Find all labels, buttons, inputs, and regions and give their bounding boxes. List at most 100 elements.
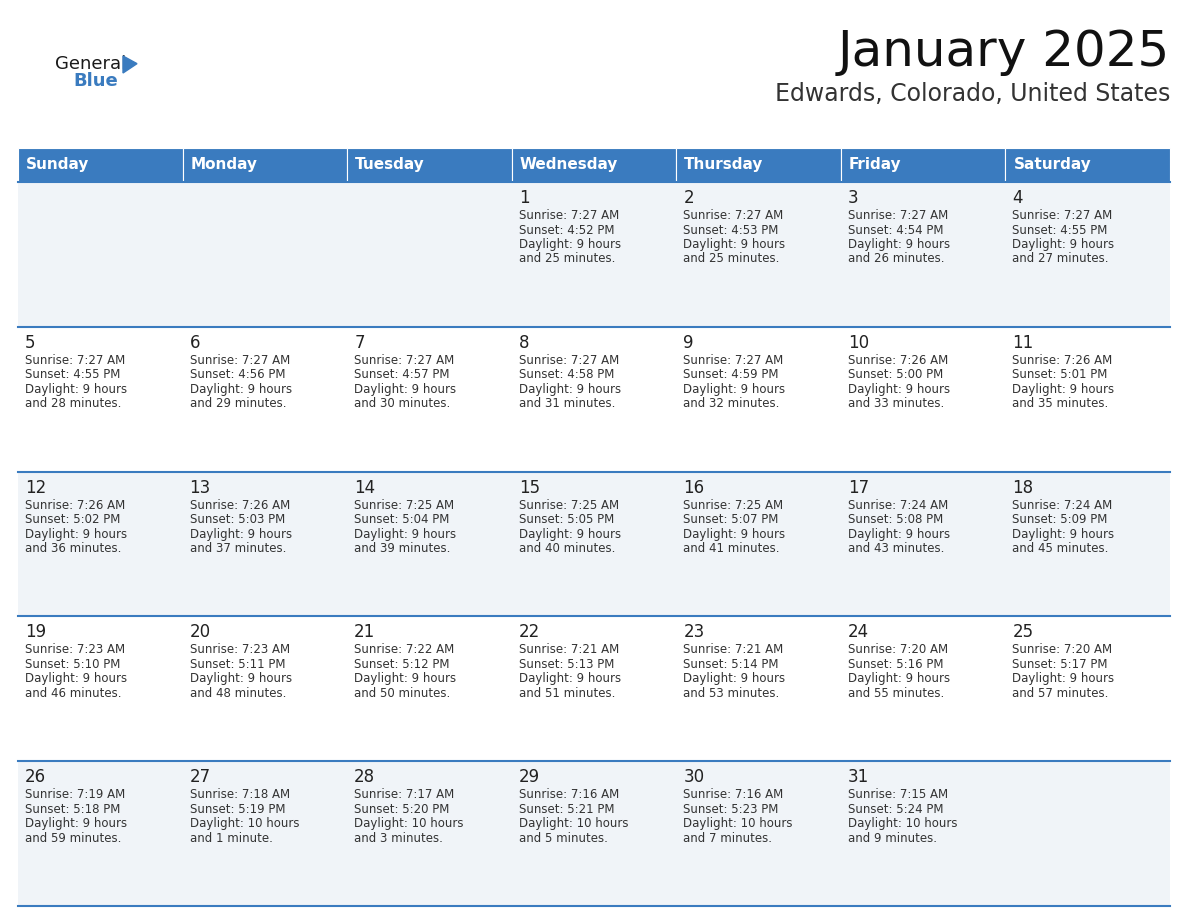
Text: Daylight: 9 hours: Daylight: 9 hours (848, 672, 950, 686)
Text: Daylight: 9 hours: Daylight: 9 hours (519, 672, 621, 686)
Text: 7: 7 (354, 334, 365, 352)
Bar (183, 148, 347, 182)
Text: Sunrise: 7:27 AM: Sunrise: 7:27 AM (848, 209, 948, 222)
Text: and 48 minutes.: and 48 minutes. (190, 687, 286, 700)
Text: General: General (55, 55, 126, 73)
Text: Sunrise: 7:25 AM: Sunrise: 7:25 AM (354, 498, 454, 511)
Text: Sunrise: 7:27 AM: Sunrise: 7:27 AM (683, 209, 784, 222)
Text: and 36 minutes.: and 36 minutes. (25, 543, 121, 555)
Text: Sunrise: 7:26 AM: Sunrise: 7:26 AM (848, 353, 948, 367)
Text: Daylight: 9 hours: Daylight: 9 hours (354, 383, 456, 396)
Text: Sunset: 4:54 PM: Sunset: 4:54 PM (848, 223, 943, 237)
Text: and 39 minutes.: and 39 minutes. (354, 543, 450, 555)
Text: Sunrise: 7:27 AM: Sunrise: 7:27 AM (1012, 209, 1113, 222)
Text: Sunrise: 7:27 AM: Sunrise: 7:27 AM (190, 353, 290, 367)
Text: and 43 minutes.: and 43 minutes. (848, 543, 944, 555)
Text: Daylight: 10 hours: Daylight: 10 hours (848, 817, 958, 830)
Text: 23: 23 (683, 623, 704, 642)
Text: Sunrise: 7:27 AM: Sunrise: 7:27 AM (683, 353, 784, 367)
Text: and 53 minutes.: and 53 minutes. (683, 687, 779, 700)
Text: Sunset: 5:13 PM: Sunset: 5:13 PM (519, 658, 614, 671)
Text: Sunset: 4:57 PM: Sunset: 4:57 PM (354, 368, 449, 381)
Text: Sunset: 4:52 PM: Sunset: 4:52 PM (519, 223, 614, 237)
Text: Blue: Blue (72, 72, 118, 90)
Text: Daylight: 9 hours: Daylight: 9 hours (1012, 238, 1114, 251)
Text: Saturday: Saturday (1013, 158, 1092, 173)
Bar (18, 616, 1170, 761)
Text: Sunrise: 7:20 AM: Sunrise: 7:20 AM (848, 644, 948, 656)
Text: Sunset: 5:18 PM: Sunset: 5:18 PM (25, 802, 120, 816)
Text: Sunset: 5:10 PM: Sunset: 5:10 PM (25, 658, 120, 671)
Text: Friday: Friday (849, 158, 902, 173)
Text: Monday: Monday (190, 158, 258, 173)
Text: Sunrise: 7:26 AM: Sunrise: 7:26 AM (190, 498, 290, 511)
Text: and 26 minutes.: and 26 minutes. (848, 252, 944, 265)
Bar (512, 148, 676, 182)
Text: Sunset: 5:21 PM: Sunset: 5:21 PM (519, 802, 614, 816)
Bar (18, 148, 183, 182)
Text: Sunrise: 7:16 AM: Sunrise: 7:16 AM (519, 789, 619, 801)
Text: 3: 3 (848, 189, 859, 207)
Text: Daylight: 9 hours: Daylight: 9 hours (683, 238, 785, 251)
Text: Sunrise: 7:27 AM: Sunrise: 7:27 AM (519, 353, 619, 367)
Text: Sunset: 5:20 PM: Sunset: 5:20 PM (354, 802, 449, 816)
Text: and 33 minutes.: and 33 minutes. (848, 397, 944, 410)
Text: 1: 1 (519, 189, 530, 207)
Bar (18, 182, 1170, 327)
Text: Sunrise: 7:26 AM: Sunrise: 7:26 AM (1012, 353, 1113, 367)
Text: and 3 minutes.: and 3 minutes. (354, 832, 443, 845)
Text: Sunrise: 7:25 AM: Sunrise: 7:25 AM (519, 498, 619, 511)
Text: Sunset: 5:14 PM: Sunset: 5:14 PM (683, 658, 779, 671)
Text: Sunset: 4:59 PM: Sunset: 4:59 PM (683, 368, 779, 381)
Polygon shape (124, 56, 137, 73)
Text: 17: 17 (848, 478, 868, 497)
Text: 2: 2 (683, 189, 694, 207)
Text: Daylight: 9 hours: Daylight: 9 hours (25, 528, 127, 541)
Text: 26: 26 (25, 768, 46, 786)
Text: Sunrise: 7:21 AM: Sunrise: 7:21 AM (519, 644, 619, 656)
Text: Sunrise: 7:22 AM: Sunrise: 7:22 AM (354, 644, 454, 656)
Text: 27: 27 (190, 768, 210, 786)
Text: Daylight: 9 hours: Daylight: 9 hours (1012, 672, 1114, 686)
Text: 4: 4 (1012, 189, 1023, 207)
Text: Daylight: 9 hours: Daylight: 9 hours (354, 672, 456, 686)
Text: Sunset: 4:58 PM: Sunset: 4:58 PM (519, 368, 614, 381)
Text: Sunrise: 7:19 AM: Sunrise: 7:19 AM (25, 789, 125, 801)
Text: Sunset: 4:53 PM: Sunset: 4:53 PM (683, 223, 778, 237)
Text: and 37 minutes.: and 37 minutes. (190, 543, 286, 555)
Text: Sunrise: 7:27 AM: Sunrise: 7:27 AM (519, 209, 619, 222)
Text: Daylight: 9 hours: Daylight: 9 hours (519, 238, 621, 251)
Text: Daylight: 10 hours: Daylight: 10 hours (190, 817, 299, 830)
Text: 6: 6 (190, 334, 200, 352)
Text: Sunrise: 7:23 AM: Sunrise: 7:23 AM (25, 644, 125, 656)
Text: Daylight: 9 hours: Daylight: 9 hours (1012, 528, 1114, 541)
Text: Daylight: 9 hours: Daylight: 9 hours (190, 383, 292, 396)
Text: Sunset: 4:55 PM: Sunset: 4:55 PM (1012, 223, 1107, 237)
Text: 25: 25 (1012, 623, 1034, 642)
Text: and 29 minutes.: and 29 minutes. (190, 397, 286, 410)
Text: Sunset: 5:12 PM: Sunset: 5:12 PM (354, 658, 449, 671)
Text: Sunrise: 7:20 AM: Sunrise: 7:20 AM (1012, 644, 1112, 656)
Text: Sunrise: 7:17 AM: Sunrise: 7:17 AM (354, 789, 454, 801)
Text: 13: 13 (190, 478, 210, 497)
Text: and 55 minutes.: and 55 minutes. (848, 687, 944, 700)
Text: Sunrise: 7:24 AM: Sunrise: 7:24 AM (1012, 498, 1113, 511)
Text: Daylight: 9 hours: Daylight: 9 hours (190, 528, 292, 541)
Text: Daylight: 9 hours: Daylight: 9 hours (25, 383, 127, 396)
Text: and 31 minutes.: and 31 minutes. (519, 397, 615, 410)
Text: and 1 minute.: and 1 minute. (190, 832, 272, 845)
Text: Sunrise: 7:25 AM: Sunrise: 7:25 AM (683, 498, 783, 511)
Text: Sunset: 5:03 PM: Sunset: 5:03 PM (190, 513, 285, 526)
Text: 9: 9 (683, 334, 694, 352)
Text: Daylight: 9 hours: Daylight: 9 hours (683, 528, 785, 541)
Text: Daylight: 9 hours: Daylight: 9 hours (190, 672, 292, 686)
Text: and 59 minutes.: and 59 minutes. (25, 832, 121, 845)
Text: and 28 minutes.: and 28 minutes. (25, 397, 121, 410)
Text: 11: 11 (1012, 334, 1034, 352)
Text: Sunset: 5:00 PM: Sunset: 5:00 PM (848, 368, 943, 381)
Text: Daylight: 9 hours: Daylight: 9 hours (848, 238, 950, 251)
Text: Sunrise: 7:26 AM: Sunrise: 7:26 AM (25, 498, 125, 511)
Text: 5: 5 (25, 334, 36, 352)
Text: Sunrise: 7:15 AM: Sunrise: 7:15 AM (848, 789, 948, 801)
Text: Daylight: 9 hours: Daylight: 9 hours (683, 672, 785, 686)
